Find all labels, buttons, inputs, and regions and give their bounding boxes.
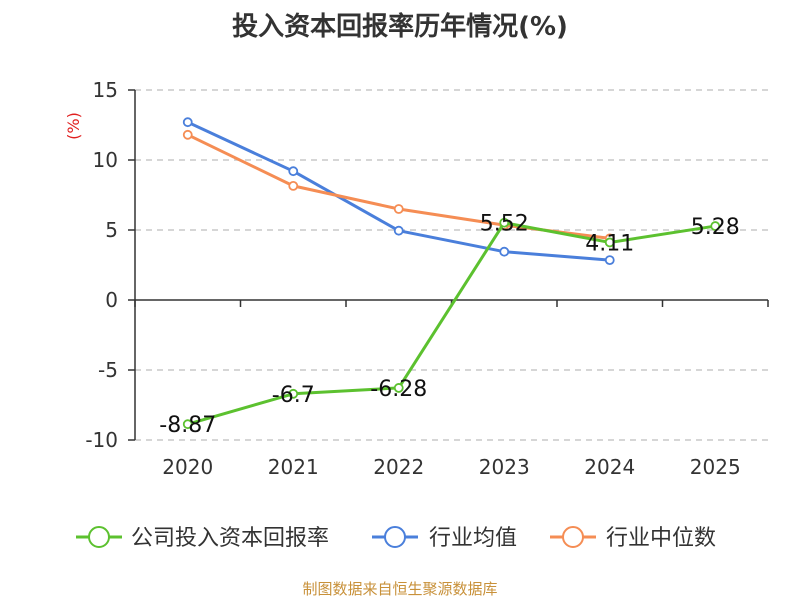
data-point xyxy=(288,180,299,191)
y-tick-label: 10 xyxy=(93,148,118,172)
data-label: 4.11 xyxy=(585,231,634,256)
x-tick-label: 2025 xyxy=(690,455,741,479)
data-label: -6.7 xyxy=(272,383,315,408)
legend-marker xyxy=(384,526,406,548)
legend-marker xyxy=(562,526,584,548)
data-point xyxy=(182,419,193,430)
data-label: -8.87 xyxy=(159,413,216,438)
x-tick-label: 2020 xyxy=(162,455,213,479)
data-point xyxy=(288,388,299,399)
legend: 公司投入资本回报率 行业均值 行业中位数 xyxy=(76,526,716,551)
y-tick-label: 15 xyxy=(93,78,118,102)
data-label: 5.52 xyxy=(480,212,529,237)
data-point xyxy=(182,117,193,128)
axes: 15 10 5 0 -5 -10 2020 2021 2022 2023 2024 2025 (%) xyxy=(64,78,769,479)
y-tick-label: 0 xyxy=(105,288,118,312)
legend-label: 行业均值 xyxy=(429,526,517,551)
y-tick-label: -5 xyxy=(98,358,118,382)
series-line-0 xyxy=(187,221,716,426)
legend-label: 公司投入资本回报率 xyxy=(131,526,329,551)
legend-label: 行业中位数 xyxy=(606,526,716,551)
data-point xyxy=(393,204,404,214)
source-note: 制图数据来自恒生聚源数据库 xyxy=(302,580,498,598)
legend-marker xyxy=(88,526,110,548)
data-point xyxy=(499,217,510,228)
data-point xyxy=(604,255,615,266)
data-point xyxy=(393,225,404,236)
data-label: -6.28 xyxy=(370,377,427,402)
series-line-1 xyxy=(187,120,610,262)
x-tick-label: 2023 xyxy=(479,455,530,479)
data-point xyxy=(182,129,193,140)
y-axis-label: (%) xyxy=(64,112,83,140)
data-point xyxy=(393,383,404,393)
series-lines xyxy=(182,117,721,430)
x-tick-label: 2024 xyxy=(584,455,635,479)
x-tick-label: 2021 xyxy=(268,455,319,479)
chart-title: 投入资本回报率历年情况(%) xyxy=(232,12,568,42)
y-tick-label: 5 xyxy=(105,218,118,242)
y-tick-label: -10 xyxy=(85,428,118,452)
data-point xyxy=(499,246,510,257)
data-point xyxy=(604,237,615,248)
data-point xyxy=(710,221,721,231)
data-labels: -8.87 -6.7 -6.28 5.52 4.11 5.28 xyxy=(159,212,739,438)
x-tick-label: 2022 xyxy=(373,455,424,479)
data-label: 5.28 xyxy=(691,215,740,240)
data-point xyxy=(288,166,299,177)
